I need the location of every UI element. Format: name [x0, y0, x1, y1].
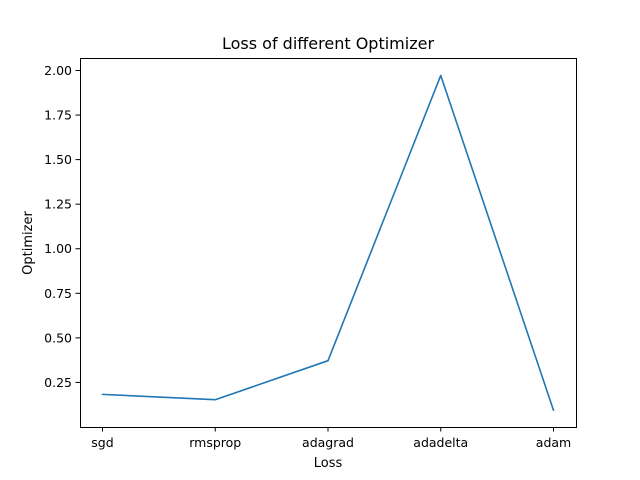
x-tick-label-rmsprop: rmsprop: [189, 435, 241, 450]
y-tick-label: 0.25: [44, 375, 72, 390]
x-tick-label-adam: adam: [536, 435, 571, 450]
x-tick-label-adadelta: adadelta: [413, 435, 468, 450]
x-axis: sgd rmsprop adagrad adadelta adam: [91, 427, 571, 450]
plot-area: [80, 58, 577, 428]
chart-title: Loss of different Optimizer: [222, 34, 434, 53]
y-tick-label: 0.75: [44, 286, 72, 301]
y-tick-label: 1.75: [44, 108, 72, 123]
series-layer: [101, 74, 555, 412]
y-axis: 0.25 0.50 0.75 1.00 1.25 1.50 1.75 2.00: [44, 63, 80, 390]
x-tick-label-adagrad: adagrad: [302, 435, 354, 450]
series-line-0: [101, 74, 555, 412]
y-tick-label: 1.50: [44, 152, 72, 167]
x-tick-label-sgd: sgd: [91, 435, 113, 450]
y-tick-label: 0.50: [44, 330, 72, 345]
plot-frame: [80, 58, 577, 428]
y-tick-label: 2.00: [44, 63, 72, 78]
y-tick-label: 1.25: [44, 197, 72, 212]
y-axis-label: Optimizer: [21, 211, 36, 275]
y-tick-label: 1.00: [44, 241, 72, 256]
x-axis-label: Loss: [314, 456, 343, 471]
